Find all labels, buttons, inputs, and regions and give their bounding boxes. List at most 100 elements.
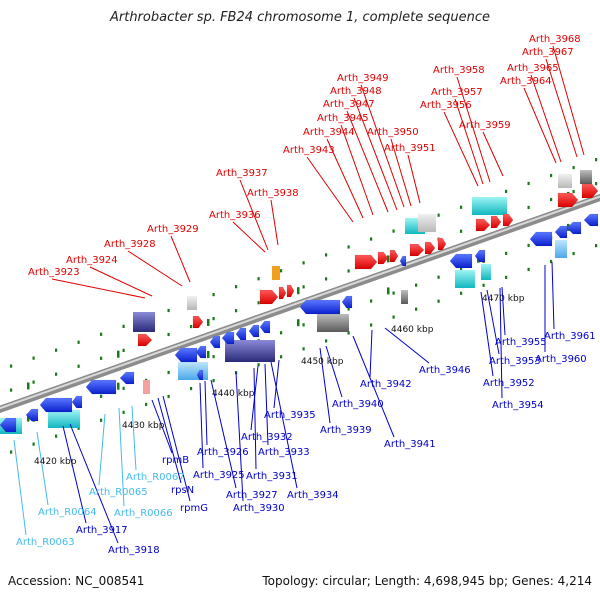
- gene-label[interactable]: Arth_3942: [360, 379, 412, 390]
- gene-arrow[interactable]: [0, 417, 17, 433]
- gene-arrow[interactable]: [39, 397, 73, 413]
- gene-block[interactable]: [187, 296, 197, 310]
- gene-label[interactable]: Arth_3932: [241, 432, 293, 443]
- gene-block[interactable]: [272, 266, 280, 280]
- gene-arrow[interactable]: [424, 241, 436, 255]
- gene-block[interactable]: [401, 290, 408, 304]
- gene-label[interactable]: Arth_R0066: [114, 508, 173, 519]
- gene-arrow[interactable]: [529, 231, 553, 247]
- gene-label[interactable]: Arth_3952: [483, 378, 535, 389]
- gene-block[interactable]: [317, 314, 349, 332]
- gene-arrow[interactable]: [490, 215, 502, 229]
- gene-arrow[interactable]: [437, 237, 447, 251]
- gene-label[interactable]: Arth_3937: [216, 168, 268, 179]
- gene-label[interactable]: Arth_3965: [507, 63, 559, 74]
- gene-label[interactable]: Arth_3923: [28, 267, 80, 278]
- gene-label[interactable]: Arth_R0065: [89, 487, 148, 498]
- gene-arrow[interactable]: [554, 225, 568, 239]
- gene-label[interactable]: Arth_3960: [535, 354, 587, 365]
- gene-label[interactable]: Arth_3947: [323, 99, 375, 110]
- gene-label[interactable]: Arth_3940: [332, 399, 384, 410]
- gene-label[interactable]: Arth_3933: [258, 447, 310, 458]
- gene-block[interactable]: [558, 174, 572, 188]
- gene-label[interactable]: Arth_3941: [384, 439, 436, 450]
- gene-block[interactable]: [455, 270, 475, 288]
- gene-arrow[interactable]: [196, 369, 204, 381]
- gene-label[interactable]: Arth_R0064: [38, 507, 97, 518]
- gene-label[interactable]: Arth_R0063: [16, 537, 75, 548]
- gene-label[interactable]: Arth_R0067: [126, 472, 185, 483]
- gene-arrow[interactable]: [354, 254, 378, 270]
- gene-label[interactable]: rpmB: [162, 455, 189, 466]
- gene-block[interactable]: [555, 240, 567, 258]
- gene-label[interactable]: Arth_3967: [522, 47, 574, 58]
- gene-arrow[interactable]: [209, 335, 221, 349]
- gene-label[interactable]: Arth_3950: [367, 127, 419, 138]
- gene-arrow[interactable]: [174, 347, 198, 363]
- gene-label[interactable]: Arth_3926: [197, 447, 249, 458]
- gene-arrow[interactable]: [389, 249, 399, 263]
- gene-label[interactable]: Arth_3955: [495, 337, 547, 348]
- gene-label[interactable]: Arth_3953: [489, 356, 541, 367]
- gene-label[interactable]: rpmG: [180, 503, 208, 514]
- gene-block[interactable]: [472, 197, 507, 215]
- gene-label[interactable]: Arth_3943: [283, 145, 335, 156]
- gene-arrow[interactable]: [502, 213, 514, 227]
- gene-label[interactable]: Arth_3946: [419, 365, 471, 376]
- gene-label[interactable]: Arth_3958: [433, 65, 485, 76]
- gene-block[interactable]: [48, 410, 80, 428]
- gene-label[interactable]: rpsN: [171, 485, 194, 496]
- gene-block[interactable]: [143, 380, 150, 394]
- gene-block[interactable]: [133, 312, 155, 332]
- gene-arrow[interactable]: [195, 345, 207, 359]
- gene-label[interactable]: Arth_3924: [66, 255, 118, 266]
- gene-label[interactable]: Arth_3936: [209, 210, 261, 221]
- gene-label[interactable]: Arth_3917: [76, 525, 128, 536]
- gene-arrow[interactable]: [399, 255, 407, 267]
- gene-block[interactable]: [580, 170, 592, 184]
- gene-label[interactable]: Arth_3956: [420, 100, 472, 111]
- gene-arrow[interactable]: [286, 284, 295, 298]
- gene-arrow[interactable]: [341, 295, 353, 309]
- gene-label[interactable]: Arth_3928: [104, 239, 156, 250]
- gene-arrow[interactable]: [71, 395, 83, 409]
- gene-label[interactable]: Arth_3949: [337, 73, 389, 84]
- gene-label[interactable]: Arth_3959: [459, 120, 511, 131]
- gene-arrow[interactable]: [248, 324, 260, 338]
- gene-block[interactable]: [418, 214, 436, 232]
- gene-label[interactable]: Arth_3948: [330, 86, 382, 97]
- gene-label[interactable]: Arth_3918: [108, 545, 160, 556]
- gene-arrow[interactable]: [449, 253, 473, 269]
- gene-arrow[interactable]: [299, 299, 341, 315]
- gene-arrow[interactable]: [377, 251, 389, 265]
- gene-arrow[interactable]: [221, 331, 235, 345]
- gene-arrow[interactable]: [85, 379, 117, 395]
- gene-label[interactable]: Arth_3925: [193, 470, 245, 481]
- gene-label[interactable]: Arth_3929: [147, 224, 199, 235]
- gene-label[interactable]: Arth_3938: [247, 188, 299, 199]
- gene-arrow[interactable]: [137, 333, 153, 347]
- gene-label[interactable]: Arth_3931: [246, 471, 298, 482]
- gene-label[interactable]: Arth_3957: [431, 87, 483, 98]
- gene-arrow[interactable]: [259, 289, 279, 305]
- gene-block[interactable]: [225, 340, 275, 362]
- gene-arrow[interactable]: [259, 320, 271, 334]
- gene-label[interactable]: Arth_3951: [384, 143, 436, 154]
- gene-arrow[interactable]: [581, 183, 599, 199]
- gene-arrow[interactable]: [119, 371, 135, 385]
- gene-arrow[interactable]: [192, 315, 204, 329]
- gene-label[interactable]: Arth_3961: [544, 331, 596, 342]
- gene-block[interactable]: [481, 264, 491, 280]
- gene-block[interactable]: [178, 362, 208, 380]
- gene-label[interactable]: Arth_3935: [264, 410, 316, 421]
- gene-label[interactable]: Arth_3934: [287, 490, 339, 501]
- gene-arrow[interactable]: [566, 221, 582, 235]
- gene-label[interactable]: Arth_3954: [492, 400, 544, 411]
- gene-arrow[interactable]: [474, 249, 486, 263]
- gene-label[interactable]: Arth_3939: [320, 425, 372, 436]
- gene-label[interactable]: Arth_3968: [529, 34, 581, 45]
- gene-arrow[interactable]: [475, 218, 491, 232]
- gene-arrow[interactable]: [278, 286, 287, 300]
- gene-label[interactable]: Arth_3964: [500, 76, 552, 87]
